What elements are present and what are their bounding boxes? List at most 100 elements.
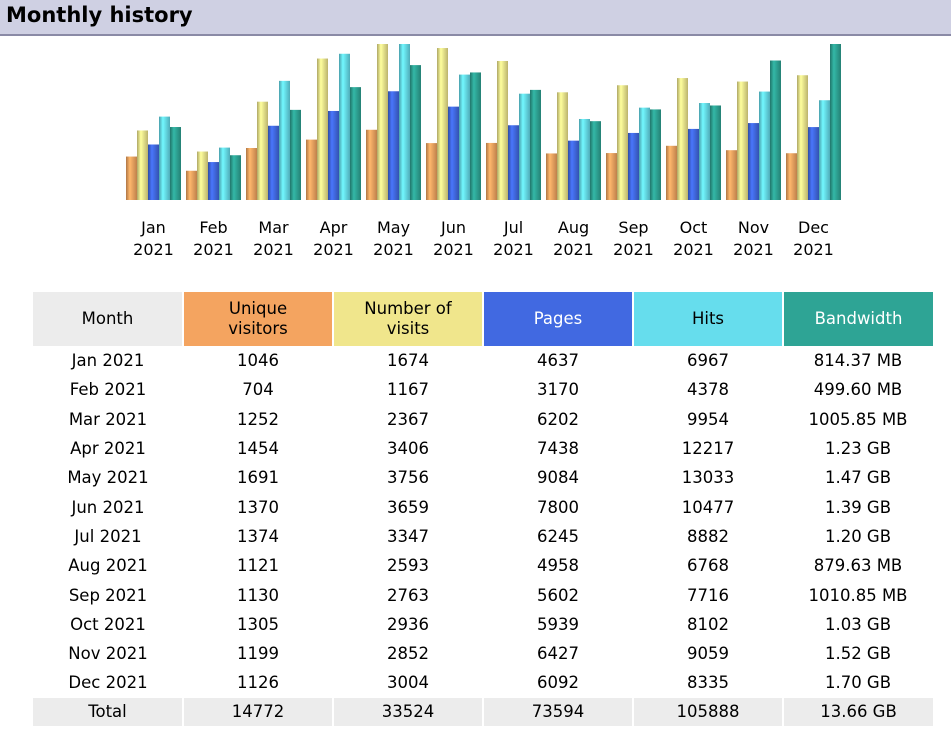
visits-cell: 3347 xyxy=(387,526,429,546)
bar-hits-jun xyxy=(459,74,470,200)
bar-hits-mar xyxy=(279,80,290,200)
table-row: Aug 2021 1121 2593 4958 6768 879.63 MB xyxy=(33,551,933,580)
hits-cell: 6768 xyxy=(687,556,729,576)
bar-visits-oct xyxy=(677,78,688,200)
visits-cell: 2852 xyxy=(387,644,429,664)
bar-hits-aug xyxy=(579,118,590,200)
bar-hits-nov xyxy=(759,91,770,200)
x-tick-month-label: Oct xyxy=(680,218,708,237)
x-tick-year-label: 2021 xyxy=(373,240,414,259)
month-cell: Jul 2021 xyxy=(74,526,142,546)
visits-cell: 3756 xyxy=(387,468,429,488)
pages-cell: 7438 xyxy=(537,439,579,459)
bar-hits-oct xyxy=(699,103,710,200)
table-row: Jul 2021 1374 3347 6245 8882 1.20 GB xyxy=(33,522,933,551)
bar-visits-may xyxy=(377,44,388,200)
month-cell: Mar 2021 xyxy=(68,409,148,429)
visitors-cell: 1374 xyxy=(237,526,279,546)
bar-bandwidth-jun xyxy=(470,72,481,200)
bar-visitors-may xyxy=(366,129,377,200)
hits-cell: 6967 xyxy=(687,351,729,371)
pages-cell: 9084 xyxy=(537,468,579,488)
number-of-visits-column-header: Number of visits xyxy=(333,292,484,346)
visitors-cell: 1305 xyxy=(237,614,279,634)
monthly-history-chart: Jan 2021 Feb 2021 Mar 2021 Apr 2021 May 2021 Jun 20… xyxy=(126,44,841,259)
visits-cell: 1674 xyxy=(387,351,429,371)
bar-visitors-feb xyxy=(186,170,197,200)
visitors-cell: 1691 xyxy=(237,468,279,488)
pages-cell: 5939 xyxy=(537,614,579,634)
visitors-cell: 1252 xyxy=(237,409,279,429)
section-header: Monthly history xyxy=(0,0,951,36)
bandwidth-cell: 499.60 MB xyxy=(813,380,903,400)
x-tick-month-label: Nov xyxy=(738,218,769,237)
bandwidth-cell: 814.37 MB xyxy=(813,351,903,371)
table-row: May 2021 1691 3756 9084 13033 1.47 GB xyxy=(33,463,933,492)
x-tick-month-label: Mar xyxy=(258,218,289,237)
bandwidth-cell: 1005.85 MB xyxy=(808,409,908,429)
bar-hits-may xyxy=(399,44,410,200)
bar-visits-feb xyxy=(197,151,208,200)
bar-bandwidth-may xyxy=(410,65,421,200)
bar-pages-jun xyxy=(448,106,459,200)
x-tick-month-label: Apr xyxy=(320,218,348,237)
bar-visitors-mar xyxy=(246,148,257,200)
bar-visits-sep xyxy=(617,85,628,200)
total-row: Total 14772 33524 73594 105888 13.66 GB xyxy=(33,697,933,726)
pages-cell: 6427 xyxy=(537,644,579,664)
bar-hits-jan xyxy=(159,116,170,200)
pages-cell: 4637 xyxy=(537,351,579,371)
table-row: Dec 2021 1126 3004 6092 8335 1.70 GB xyxy=(33,668,933,697)
visits-cell: 2593 xyxy=(387,556,429,576)
bar-pages-jul xyxy=(508,125,519,200)
bar-visits-dec xyxy=(797,75,808,200)
bar-bandwidth-mar xyxy=(290,109,301,200)
visitors-cell: 1454 xyxy=(237,439,279,459)
visitors-cell: 1121 xyxy=(237,556,279,576)
hits-cell: 8882 xyxy=(687,526,729,546)
hits-cell: 4378 xyxy=(687,380,729,400)
bar-visits-jan xyxy=(137,130,148,200)
bar-bandwidth-jul xyxy=(530,89,541,200)
bar-visits-mar xyxy=(257,101,268,200)
table-row: Mar 2021 1252 2367 6202 9954 1005.85 MB xyxy=(33,405,933,434)
bandwidth-cell: 879.63 MB xyxy=(813,556,903,576)
pages-cell: 4958 xyxy=(537,556,579,576)
month-cell: Jun 2021 xyxy=(71,497,145,517)
bar-visitors-nov xyxy=(726,150,737,200)
pages-cell: 6092 xyxy=(537,673,579,693)
bar-visits-apr xyxy=(317,58,328,200)
visits-cell: 3659 xyxy=(387,497,429,517)
month-cell: Aug 2021 xyxy=(68,556,148,576)
table-row: Nov 2021 1199 2852 6427 9059 1.52 GB xyxy=(33,639,933,668)
visits-cell: 2763 xyxy=(387,585,429,605)
bar-pages-dec xyxy=(808,127,819,200)
table-row: Feb 2021 704 1167 3170 4378 499.60 MB xyxy=(33,375,933,404)
bar-bandwidth-dec xyxy=(830,44,841,200)
hits-cell: 13033 xyxy=(681,468,735,488)
visits-cell: 3004 xyxy=(387,673,429,693)
total-visits: 33524 xyxy=(333,697,484,726)
visitors-cell: 704 xyxy=(242,380,274,400)
bar-visitors-apr xyxy=(306,139,317,200)
unique-visitors-column-header: Unique visitors xyxy=(183,292,334,346)
hits-cell: 10477 xyxy=(681,497,735,517)
visitors-cell: 1046 xyxy=(237,351,279,371)
visits-cell: 2367 xyxy=(387,409,429,429)
bar-hits-feb xyxy=(219,147,230,200)
x-tick-year-label: 2021 xyxy=(133,240,174,259)
bar-visitors-jan xyxy=(126,156,137,200)
pages-cell: 3170 xyxy=(537,380,579,400)
bar-bandwidth-sep xyxy=(650,109,661,200)
visitors-cell: 1126 xyxy=(237,673,279,693)
total-visitors: 14772 xyxy=(183,697,334,726)
bar-visits-aug xyxy=(557,92,568,200)
visitors-cell: 1130 xyxy=(237,585,279,605)
bar-bandwidth-jan xyxy=(170,127,181,200)
visits-cell: 2936 xyxy=(387,614,429,634)
pages-cell: 6202 xyxy=(537,409,579,429)
bar-visits-jul xyxy=(497,60,508,201)
bandwidth-cell: 1.47 GB xyxy=(824,468,892,488)
bandwidth-column-header: Bandwidth xyxy=(783,292,933,346)
bar-pages-aug xyxy=(568,140,579,200)
